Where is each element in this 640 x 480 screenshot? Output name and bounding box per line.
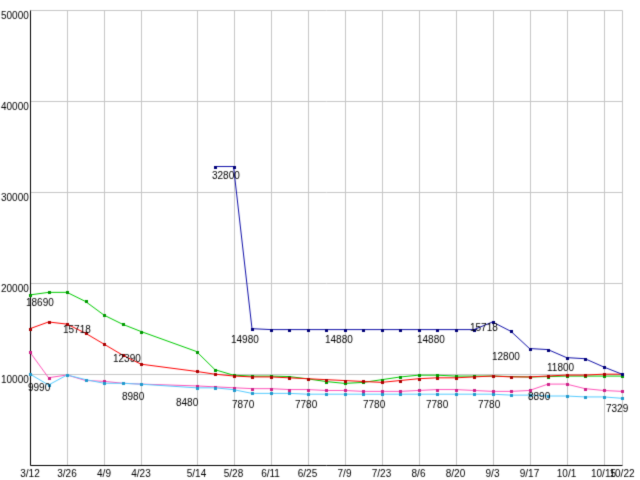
chart-canvas [0, 0, 640, 480]
price-trend-chart [0, 0, 640, 480]
